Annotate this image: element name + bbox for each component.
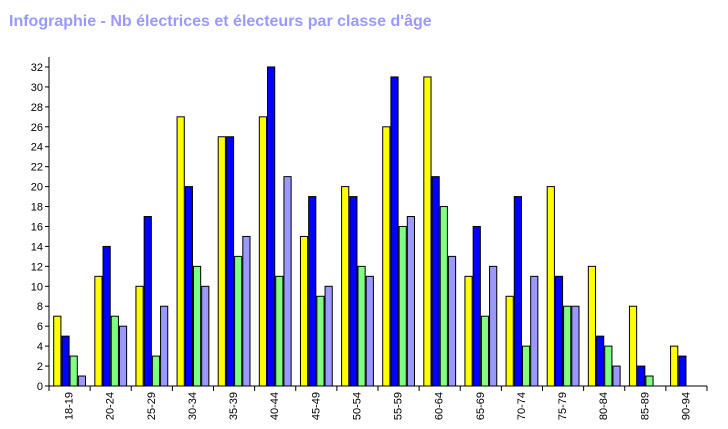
- x-tick-label-18-19: 18-19: [64, 392, 76, 420]
- bar-45-49-s4: [324, 285, 333, 387]
- bar-55-59-s4: [406, 216, 415, 387]
- bar-40-44-s4: [283, 176, 292, 387]
- bar-80-84-s2: [596, 335, 605, 387]
- bar-18-19-s1: [53, 315, 62, 387]
- y-tick-label-26: 26: [31, 122, 43, 134]
- bar-18-19-s2: [61, 335, 70, 387]
- bar-75-79-s3: [563, 305, 572, 387]
- x-tick-label-40-44: 40-44: [269, 392, 281, 420]
- y-tick-label-22: 22: [31, 162, 43, 174]
- bar-18-19-s3: [69, 355, 78, 387]
- bar-65-69-s3: [480, 315, 490, 387]
- bar-20-24-s2: [102, 245, 111, 387]
- x-tick-label-80-84: 80-84: [598, 392, 610, 420]
- bar-65-69-s2: [472, 225, 481, 387]
- bar-65-69-s4: [489, 265, 498, 387]
- y-tick-label-28: 28: [31, 102, 43, 114]
- x-tick-label-75-79: 75-79: [557, 392, 569, 420]
- bars-layer: [53, 66, 687, 387]
- bar-40-44-s2: [267, 66, 276, 387]
- bar-45-49-s2: [308, 196, 317, 387]
- y-tick-label-24: 24: [31, 142, 43, 154]
- bar-55-59-s3: [398, 225, 407, 387]
- bar-30-34-s2: [184, 186, 193, 387]
- bar-80-84-s1: [587, 265, 597, 387]
- bar-35-39-s2: [225, 136, 235, 387]
- bar-50-54-s4: [365, 275, 374, 387]
- y-tick-label-30: 30: [31, 82, 43, 94]
- bar-85-89-s2: [637, 365, 646, 387]
- x-tick-label-90-94: 90-94: [680, 392, 692, 420]
- bar-25-29-s1: [135, 285, 144, 387]
- y-tick-label-12: 12: [31, 261, 43, 273]
- bar-60-64-s4: [447, 255, 457, 387]
- bar-70-74-s2: [513, 196, 522, 387]
- bar-45-49-s3: [316, 295, 325, 387]
- y-tick-label-10: 10: [31, 281, 43, 293]
- x-tick-label-20-24: 20-24: [105, 392, 117, 420]
- bar-70-74-s4: [530, 275, 539, 387]
- bar-40-44-s1: [258, 116, 268, 387]
- bar-70-74-s3: [521, 345, 531, 387]
- bar-60-64-s3: [439, 206, 448, 387]
- y-tick-label-16: 16: [31, 221, 43, 233]
- bar-45-49-s1: [299, 235, 309, 387]
- chart-title: Infographie - Nb électrices et électeurs…: [9, 13, 432, 30]
- bar-20-24-s4: [118, 325, 128, 387]
- bar-25-29-s4: [160, 305, 169, 387]
- bar-70-74-s1: [505, 295, 514, 387]
- bar-35-39-s3: [234, 255, 243, 387]
- bar-35-39-s1: [217, 136, 226, 387]
- y-tick-label-2: 2: [37, 361, 43, 373]
- y-tick-label-32: 32: [31, 62, 43, 74]
- x-tick-label-45-49: 45-49: [310, 392, 322, 420]
- x-tick-label-70-74: 70-74: [516, 392, 528, 420]
- bar-30-34-s3: [192, 265, 202, 387]
- bar-75-79-s1: [546, 186, 555, 387]
- bar-55-59-s2: [390, 76, 399, 387]
- bar-40-44-s3: [275, 275, 284, 387]
- bar-65-69-s1: [464, 275, 473, 387]
- bar-80-84-s3: [604, 345, 613, 387]
- bar-60-64-s1: [423, 76, 432, 387]
- bar-50-54-s2: [349, 196, 358, 387]
- bar-20-24-s3: [110, 315, 119, 387]
- x-tick-label-35-39: 35-39: [228, 392, 240, 420]
- y-tick-label-6: 6: [37, 321, 43, 333]
- bar-80-84-s4: [612, 365, 621, 387]
- bar-30-34-s4: [201, 285, 210, 387]
- y-tick-label-4: 4: [37, 341, 43, 353]
- bar-75-79-s2: [554, 275, 564, 387]
- x-tick-label-25-29: 25-29: [146, 392, 158, 420]
- y-tick-label-8: 8: [37, 301, 43, 313]
- bar-90-94-s2: [678, 355, 687, 387]
- y-tick-label-18: 18: [31, 202, 43, 214]
- bar-25-29-s3: [151, 355, 161, 387]
- x-tick-label-60-64: 60-64: [434, 392, 446, 420]
- x-tick-label-85-89: 85-89: [639, 392, 651, 420]
- bar-85-89-s1: [628, 305, 638, 387]
- x-tick-label-50-54: 50-54: [351, 392, 363, 420]
- bar-50-54-s1: [341, 186, 350, 387]
- bar-35-39-s4: [242, 235, 251, 387]
- bar-30-34-s1: [176, 116, 185, 387]
- x-tick-label-65-69: 65-69: [475, 392, 487, 420]
- x-tick-label-55-59: 55-59: [393, 392, 405, 420]
- bar-90-94-s1: [670, 345, 679, 387]
- bar-60-64-s2: [431, 176, 440, 387]
- bar-20-24-s1: [94, 275, 103, 387]
- y-tick-label-0: 0: [37, 381, 43, 393]
- bar-55-59-s1: [382, 126, 391, 387]
- bar-18-19-s4: [77, 375, 87, 387]
- y-tick-label-14: 14: [31, 241, 43, 253]
- x-tick-label-30-34: 30-34: [187, 392, 199, 420]
- bar-75-79-s4: [571, 305, 580, 387]
- bar-25-29-s2: [143, 216, 152, 387]
- y-tick-label-20: 20: [31, 182, 43, 194]
- bar-85-89-s3: [645, 375, 654, 387]
- bar-50-54-s3: [357, 265, 366, 387]
